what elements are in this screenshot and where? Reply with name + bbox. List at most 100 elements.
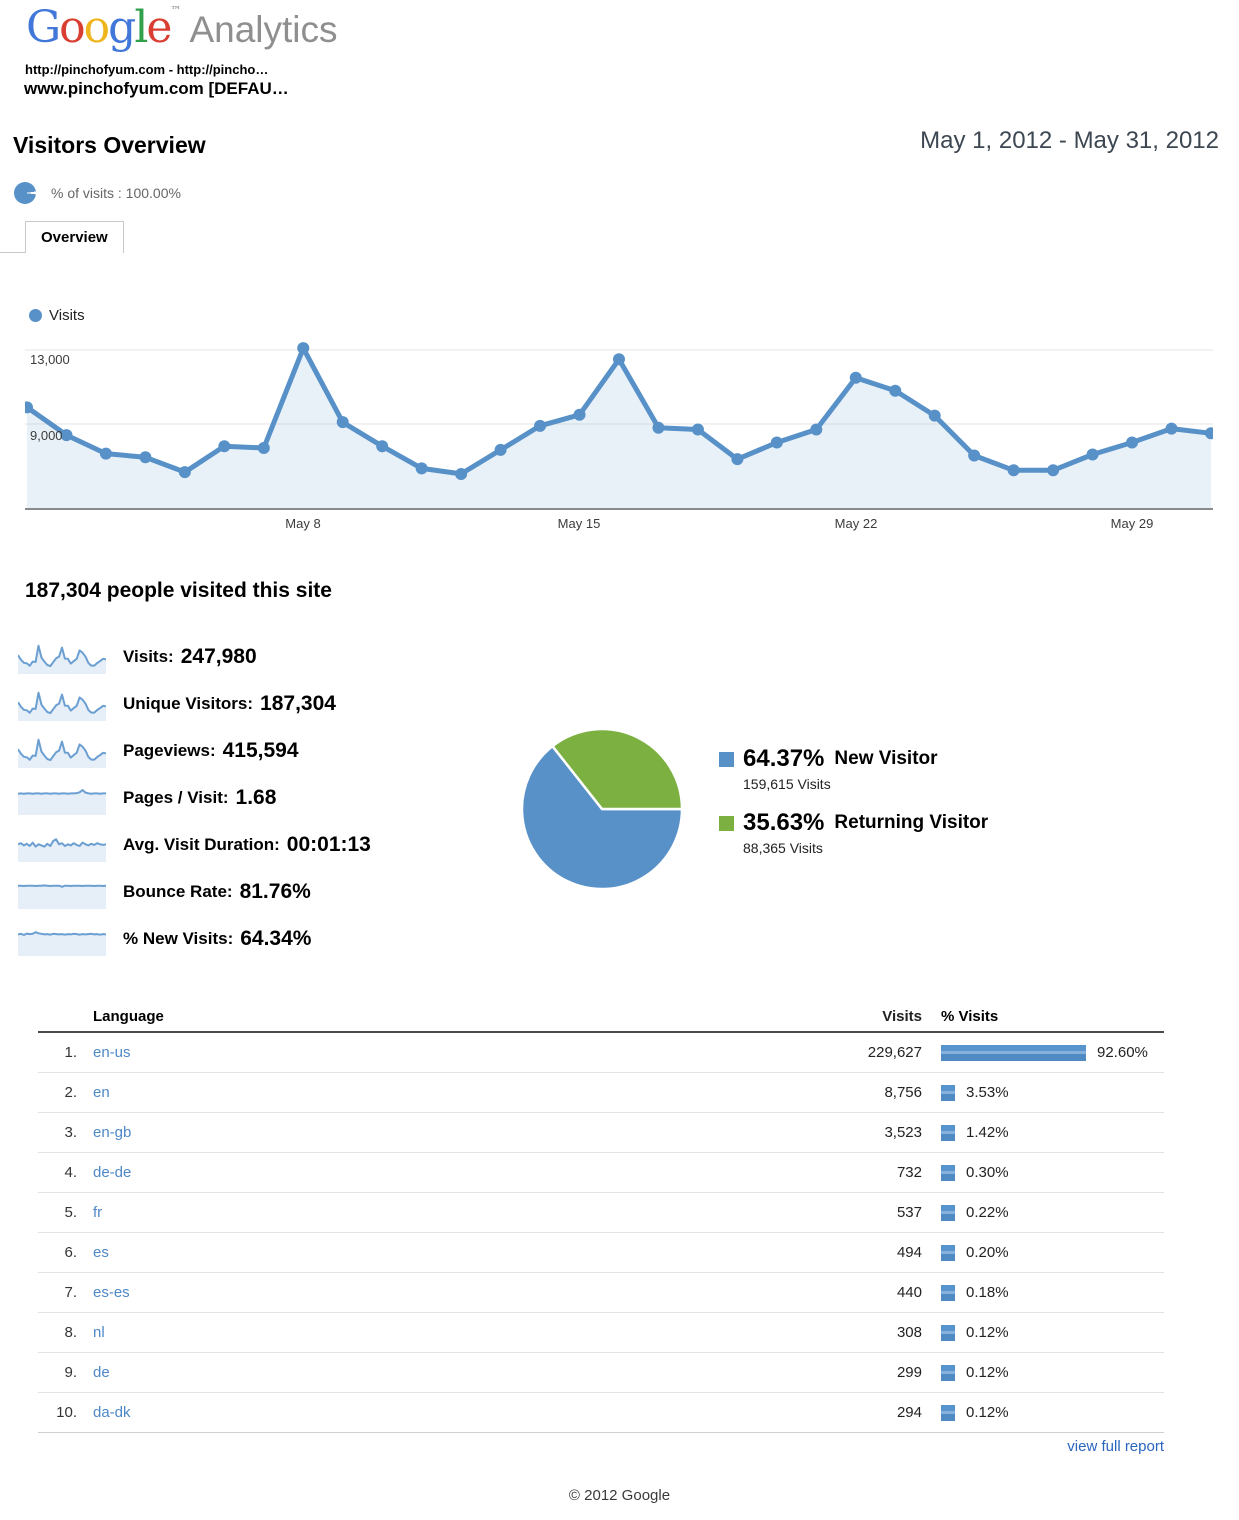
row-pct: 0.12%: [966, 1404, 1009, 1421]
metric-row: Pageviews: 415,594: [18, 727, 371, 774]
pct-bar-icon: [941, 1244, 955, 1261]
pct-bar-icon: [941, 1204, 955, 1221]
row-rank: 5.: [64, 1204, 77, 1221]
metric-row: Bounce Rate: 81.76%: [18, 868, 371, 915]
language-link[interactable]: nl: [93, 1324, 105, 1341]
header-visits: Visits: [882, 1008, 922, 1025]
pct-bar-icon: [941, 1364, 955, 1381]
new-visitor-swatch-icon: [719, 751, 734, 767]
visits-line-chart: [25, 342, 1213, 510]
new-visitor-pct: 64.37%: [743, 745, 825, 772]
row-rank: 1.: [64, 1044, 77, 1061]
metric-label: % New Visits:: [123, 928, 234, 948]
language-link[interactable]: en: [93, 1084, 110, 1101]
metric-row: Unique Visitors: 187,304: [18, 680, 371, 727]
x-axis-tick-may8: May 8: [285, 516, 321, 531]
row-pct-cell: 0.18%: [941, 1284, 1164, 1301]
metric-row: Visits: 247,980: [18, 633, 371, 680]
x-axis-tick-may15: May 15: [557, 516, 601, 531]
metric-sparkline: [18, 644, 106, 674]
metric-sparkline: [18, 691, 106, 721]
row-visits: 294: [896, 1404, 922, 1421]
row-visits: 537: [896, 1204, 922, 1221]
language-link[interactable]: es-es: [93, 1284, 130, 1301]
new-visitor-label: New Visitor: [834, 748, 938, 769]
visitor-type-pie-chart: [520, 727, 684, 891]
pct-bar-icon: [941, 1284, 955, 1301]
row-visits: 299: [896, 1364, 922, 1381]
metric-row: Pages / Visit: 1.68: [18, 774, 371, 821]
logo-letter: o: [83, 2, 110, 53]
row-pct-cell: 1.42%: [941, 1124, 1164, 1141]
language-link[interactable]: de-de: [93, 1164, 132, 1181]
segment-row: % of visits : 100.00%: [14, 182, 181, 204]
row-visits: 8,756: [884, 1084, 922, 1101]
language-table-body: 1. en-us 229,627 92.60% 2. en 8,756 3.53…: [38, 1033, 1164, 1433]
page-title: Visitors Overview: [13, 132, 206, 158]
metric-sparkline: [18, 837, 106, 862]
language-link[interactable]: en-us: [93, 1044, 131, 1061]
language-table-row: 10. da-dk 294 0.12%: [38, 1393, 1164, 1433]
x-axis-tick-may29: May 29: [1110, 516, 1154, 531]
logo-trademark: ™: [170, 4, 182, 17]
google-analytics-logo: Google™ Analytics: [26, 2, 338, 53]
row-rank: 8.: [64, 1324, 77, 1341]
date-range-selector[interactable]: May 1, 2012 - May 31, 2012: [920, 127, 1219, 154]
pie-legend-item-returning-visitor: 35.63% Returning Visitor 88,365 Visits: [719, 809, 988, 856]
row-pct: 3.53%: [966, 1084, 1009, 1101]
row-pct-cell: 0.22%: [941, 1204, 1164, 1221]
visits-legend-label: Visits: [49, 307, 85, 324]
row-visits: 440: [896, 1284, 922, 1301]
row-pct-cell: 3.53%: [941, 1084, 1164, 1101]
language-link[interactable]: fr: [93, 1204, 103, 1221]
row-pct: 0.20%: [966, 1244, 1009, 1261]
logo-letter: g: [108, 2, 136, 53]
y-axis-tick-9000: 9,000: [30, 428, 63, 443]
property-line: www.pinchofyum.com [DEFAU…: [24, 79, 289, 98]
row-rank: 4.: [64, 1164, 77, 1181]
metric-label: Unique Visitors:: [123, 693, 254, 713]
pct-bar-icon: [941, 1324, 955, 1341]
row-pct: 0.12%: [966, 1324, 1009, 1341]
metric-value: 81.76%: [239, 879, 311, 903]
row-pct: 92.60%: [1097, 1044, 1148, 1061]
language-table-row: 9. de 299 0.12%: [38, 1353, 1164, 1393]
pie-legend-item-new-visitor: 64.37% New Visitor 159,615 Visits: [719, 745, 988, 792]
language-table-row: 5. fr 537 0.22%: [38, 1193, 1164, 1233]
language-link[interactable]: en-gb: [93, 1124, 132, 1141]
visits-legend-dot-icon: [29, 309, 42, 322]
row-pct: 0.12%: [966, 1364, 1009, 1381]
metric-label: Avg. Visit Duration:: [123, 834, 280, 854]
y-axis-tick-13000: 13,000: [30, 352, 70, 367]
logo-letter: e: [146, 2, 172, 53]
visits-chart-legend: Visits: [29, 307, 85, 324]
metric-row: % New Visits: 64.34%: [18, 915, 371, 962]
metric-value: 00:01:13: [286, 832, 371, 856]
metric-row: Avg. Visit Duration: 00:01:13: [18, 821, 371, 868]
row-pct: 0.22%: [966, 1204, 1009, 1221]
row-pct-cell: 0.12%: [941, 1364, 1164, 1381]
language-link[interactable]: es: [93, 1244, 109, 1261]
row-rank: 9.: [64, 1364, 77, 1381]
row-visits: 229,627: [867, 1044, 922, 1061]
language-table-header: Language Visits % Visits: [38, 1002, 1164, 1033]
language-link[interactable]: da-dk: [93, 1404, 131, 1421]
language-table-row: 8. nl 308 0.12%: [38, 1313, 1164, 1353]
pct-bar-icon: [941, 1164, 955, 1181]
pct-bar-icon: [941, 1124, 955, 1141]
pct-bar-icon: [941, 1404, 955, 1421]
pct-bar-icon: [941, 1084, 955, 1101]
language-table-row: 3. en-gb 3,523 1.42%: [38, 1113, 1164, 1153]
language-link[interactable]: de: [93, 1364, 110, 1381]
view-full-report-link[interactable]: view full report: [1067, 1438, 1164, 1455]
row-visits: 308: [896, 1324, 922, 1341]
tab-baseline: [0, 252, 25, 253]
metric-label: Bounce Rate:: [123, 881, 233, 901]
row-rank: 6.: [64, 1244, 77, 1261]
logo-product-name: Analytics: [189, 9, 338, 50]
language-table-row: 1. en-us 229,627 92.60%: [38, 1033, 1164, 1073]
pie-legend: 64.37% New Visitor 159,615 Visits 35.63%…: [719, 745, 988, 873]
tab-overview[interactable]: Overview: [25, 221, 124, 253]
copyright-footer: © 2012 Google: [568, 1487, 671, 1504]
metric-value: 1.68: [235, 785, 277, 809]
